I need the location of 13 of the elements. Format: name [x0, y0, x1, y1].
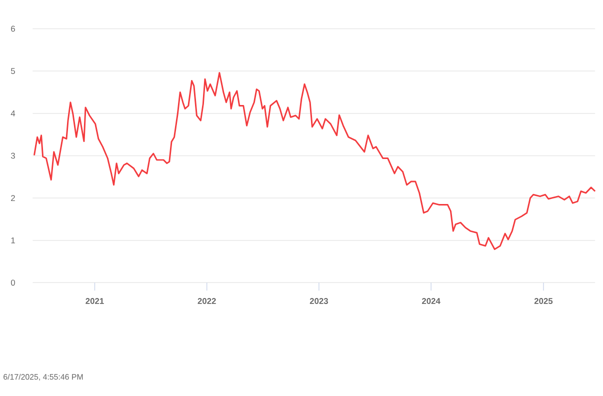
x-tick-label: 2022	[198, 298, 216, 304]
x-tick-label: 2024	[422, 298, 440, 304]
line-series	[33, 72, 596, 250]
x-tick-label: 2025	[534, 298, 553, 304]
x-tick-label: 2023	[310, 298, 328, 304]
y-tick-label: 5	[10, 68, 15, 74]
y-tick-label: 6	[11, 26, 15, 32]
y-tick-label: 2	[11, 195, 15, 201]
y-tick-label: 4	[10, 110, 16, 116]
y-tick-label: 1	[11, 237, 15, 244]
x-tick-label: 2021	[86, 298, 104, 304]
y-tick-label: 3	[10, 152, 15, 159]
y-tick-label: 0	[10, 280, 15, 286]
